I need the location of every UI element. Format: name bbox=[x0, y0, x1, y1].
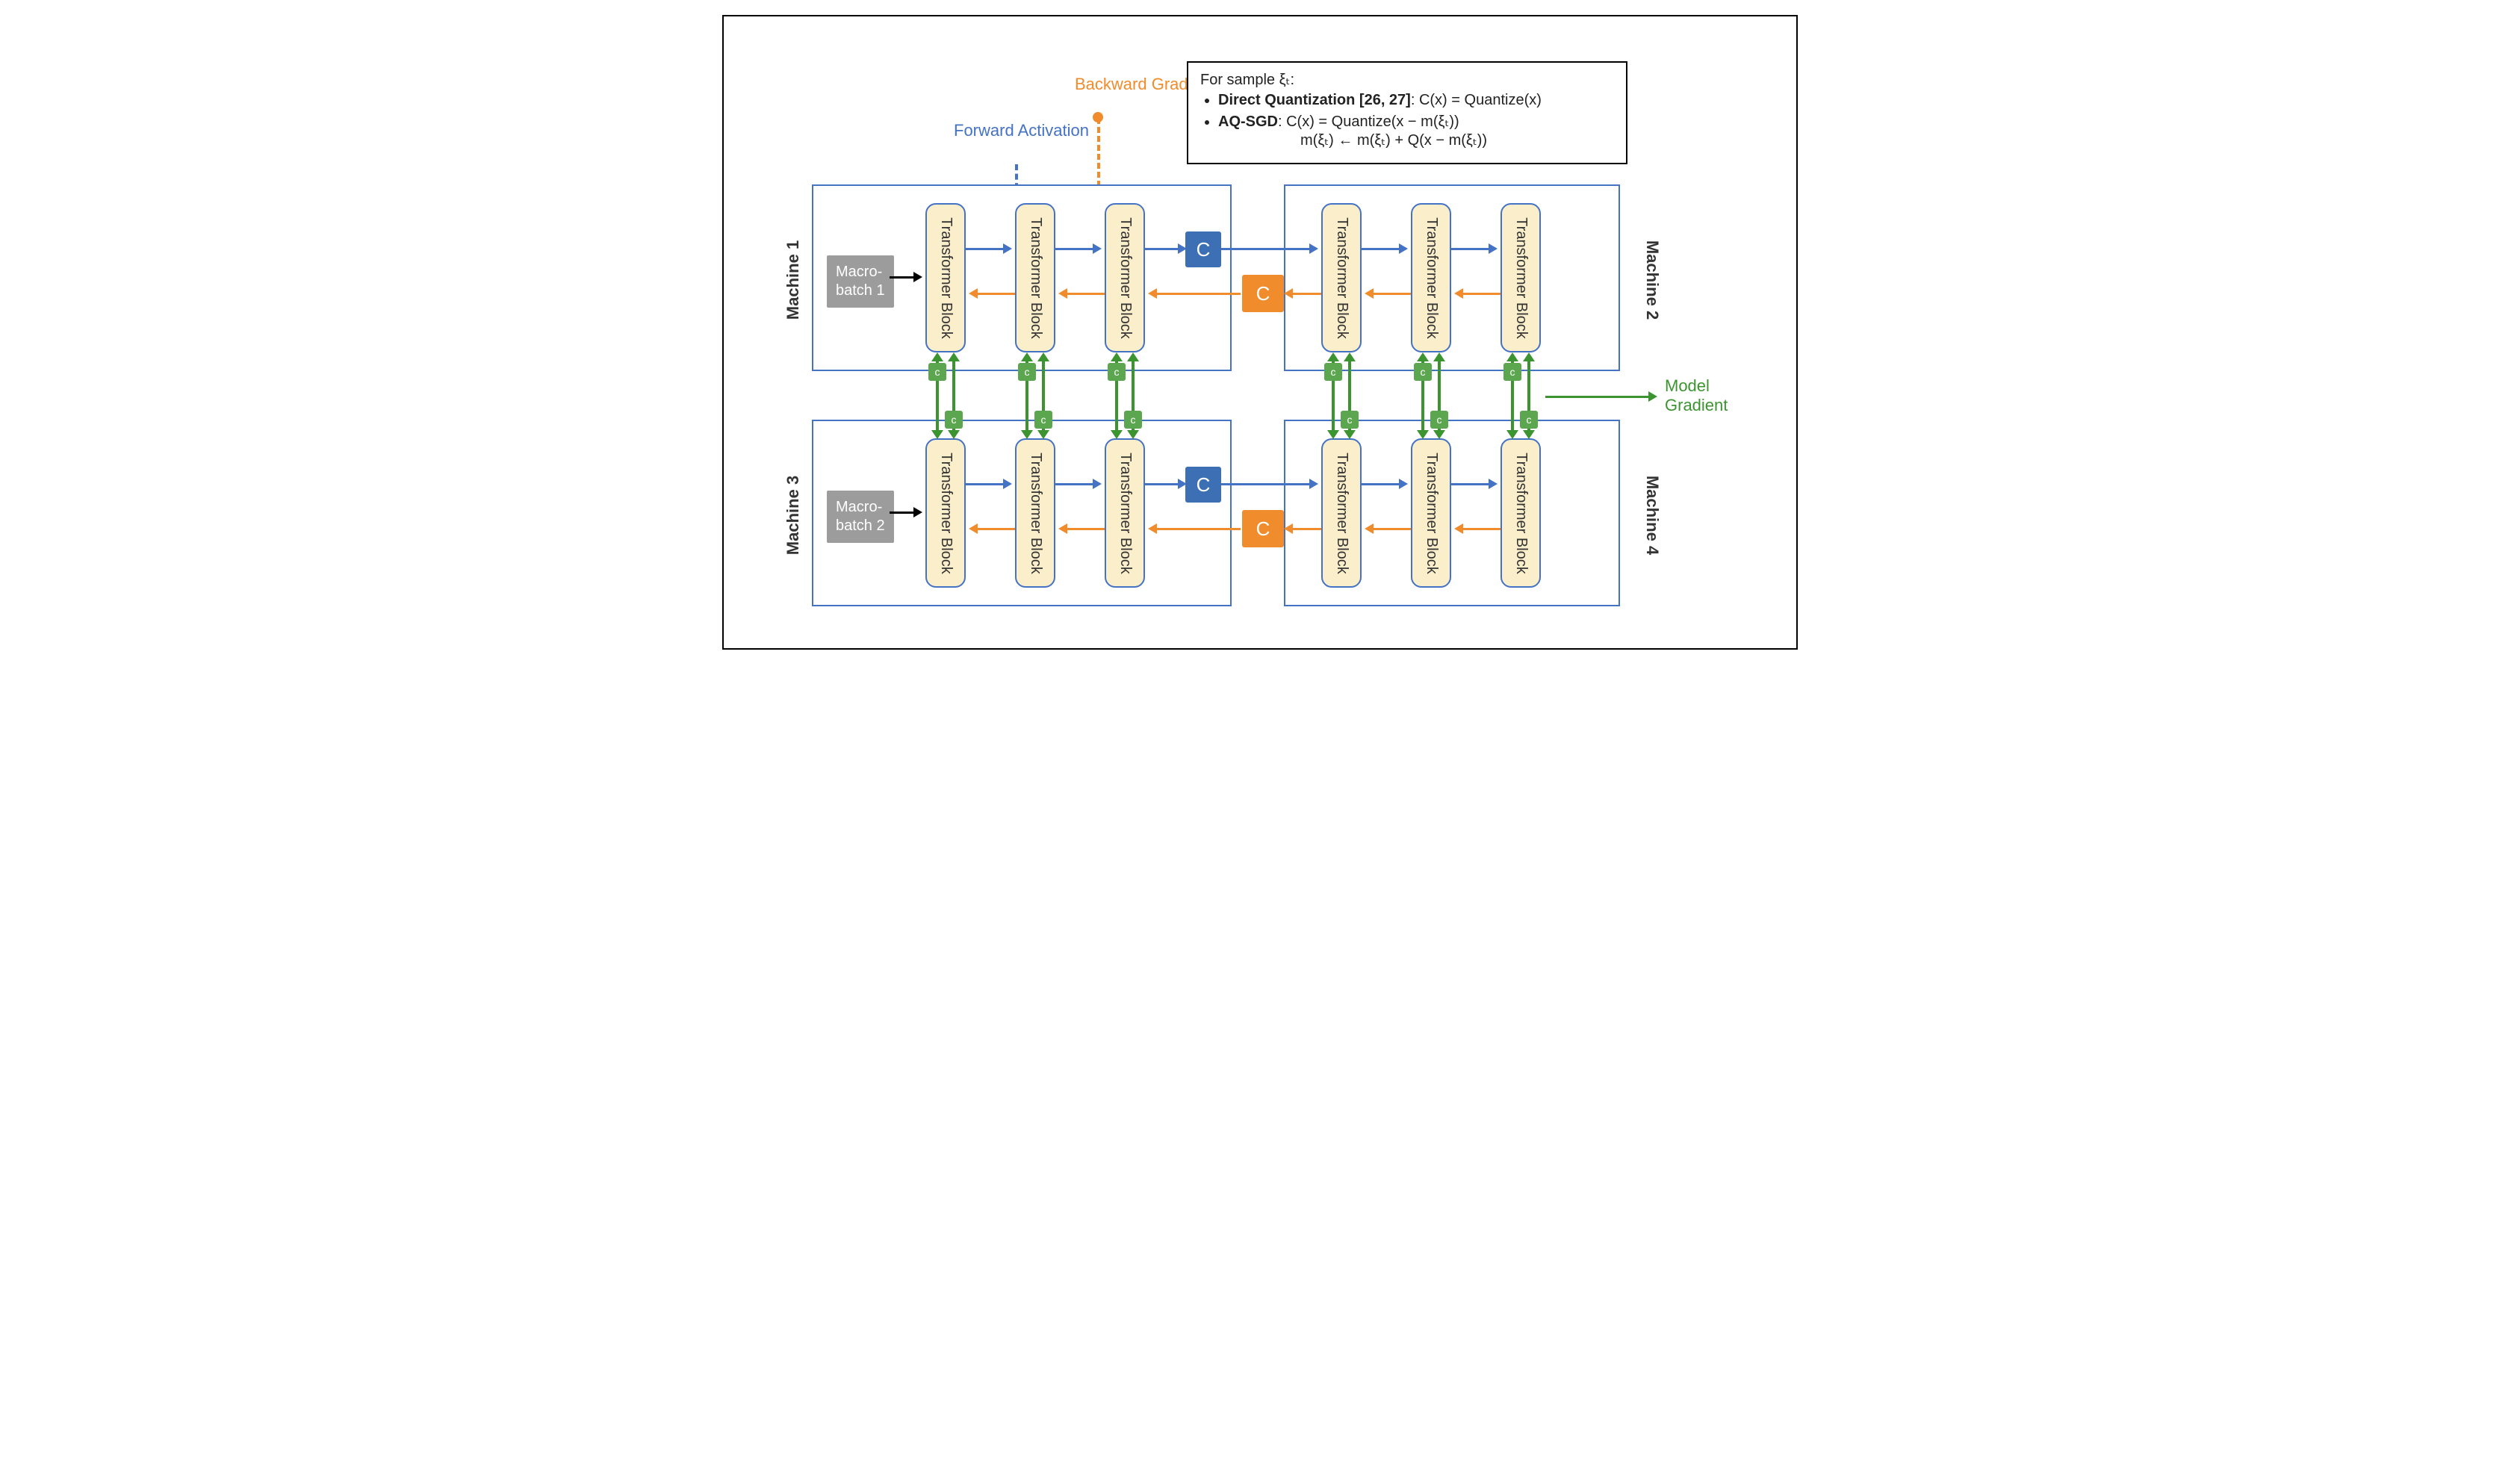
c-box-forward: C bbox=[1185, 231, 1221, 267]
macro1-arrow bbox=[890, 276, 915, 279]
c-box-green: c bbox=[1341, 411, 1359, 429]
bwd-arrow bbox=[1155, 528, 1241, 530]
transformer-block: Transformer Block bbox=[925, 438, 966, 588]
macro-batch-2: Macro-batch 2 bbox=[827, 491, 894, 543]
machine-1-label: Machine 1 bbox=[783, 240, 803, 320]
fwd-arrow bbox=[1055, 483, 1094, 485]
diagram-canvas: Backward Gradient Forward Activation For… bbox=[722, 15, 1798, 650]
transformer-block: Transformer Block bbox=[1105, 438, 1145, 588]
fwd-arrow bbox=[1362, 248, 1400, 250]
machine-3-label: Machine 3 bbox=[783, 476, 803, 555]
transformer-block: Transformer Block bbox=[1015, 438, 1055, 588]
formula-box: For sample ξₜ: Direct Quantization [26, … bbox=[1187, 61, 1627, 164]
machine-2-label: Machine 2 bbox=[1642, 240, 1662, 320]
fwd-arrow bbox=[1145, 483, 1179, 485]
c-box-green: c bbox=[1124, 411, 1142, 429]
transformer-block: Transformer Block bbox=[1321, 203, 1362, 352]
fwd-arrow bbox=[1451, 483, 1490, 485]
c-box-green: c bbox=[1520, 411, 1538, 429]
model-grad-lead bbox=[1545, 396, 1650, 398]
bwd-arrow bbox=[1155, 293, 1241, 295]
c-box-green: c bbox=[1430, 411, 1448, 429]
c-box-backward: C bbox=[1242, 510, 1284, 547]
c-box-green: c bbox=[1034, 411, 1052, 429]
fwd-arrow bbox=[966, 248, 1005, 250]
model-gradient-label: ModelGradient bbox=[1665, 376, 1728, 416]
fwd-arrow bbox=[966, 483, 1005, 485]
bwd-arrow bbox=[1066, 293, 1105, 295]
bwd-arrow bbox=[1291, 528, 1321, 530]
machine-4-label: Machine 4 bbox=[1642, 476, 1662, 555]
formula-header: For sample ξₜ: bbox=[1200, 70, 1614, 89]
forward-activation-label: Forward Activation bbox=[954, 121, 1089, 140]
backward-dot-top-icon bbox=[1093, 112, 1103, 122]
formula-bullet-1: Direct Quantization [26, 27]: C(x) = Qua… bbox=[1218, 92, 1614, 109]
c-box-forward: C bbox=[1185, 467, 1221, 503]
c-box-backward: C bbox=[1242, 275, 1284, 312]
bwd-arrow bbox=[1372, 293, 1411, 295]
transformer-block: Transformer Block bbox=[1411, 438, 1451, 588]
transformer-block: Transformer Block bbox=[1321, 438, 1362, 588]
fwd-arrow bbox=[1145, 248, 1179, 250]
transformer-block: Transformer Block bbox=[1500, 203, 1541, 352]
transformer-block: Transformer Block bbox=[1411, 203, 1451, 352]
fwd-arrow bbox=[1451, 248, 1490, 250]
fwd-arrow bbox=[1221, 248, 1311, 250]
bwd-arrow bbox=[1066, 528, 1105, 530]
bwd-arrow bbox=[1462, 528, 1500, 530]
c-box-green: c bbox=[928, 363, 946, 381]
transformer-block: Transformer Block bbox=[925, 203, 966, 352]
bwd-arrow bbox=[976, 528, 1015, 530]
c-box-green: c bbox=[1414, 363, 1432, 381]
bwd-arrow bbox=[976, 293, 1015, 295]
transformer-block: Transformer Block bbox=[1015, 203, 1055, 352]
formula-bullet-2: AQ-SGD: C(x) = Quantize(x − m(ξₜ)) m(ξₜ)… bbox=[1218, 112, 1614, 149]
bwd-arrow bbox=[1462, 293, 1500, 295]
bwd-arrow bbox=[1372, 528, 1411, 530]
macro-batch-1: Macro-batch 1 bbox=[827, 255, 894, 308]
c-box-green: c bbox=[1108, 363, 1126, 381]
bwd-arrow bbox=[1291, 293, 1321, 295]
fwd-arrow bbox=[1221, 483, 1311, 485]
c-box-green: c bbox=[1503, 363, 1521, 381]
c-box-green: c bbox=[1018, 363, 1036, 381]
macro2-arrow bbox=[890, 512, 915, 514]
c-box-green: c bbox=[945, 411, 963, 429]
c-box-green: c bbox=[1324, 363, 1342, 381]
transformer-block: Transformer Block bbox=[1105, 203, 1145, 352]
transformer-block: Transformer Block bbox=[1500, 438, 1541, 588]
fwd-arrow bbox=[1362, 483, 1400, 485]
fwd-arrow bbox=[1055, 248, 1094, 250]
